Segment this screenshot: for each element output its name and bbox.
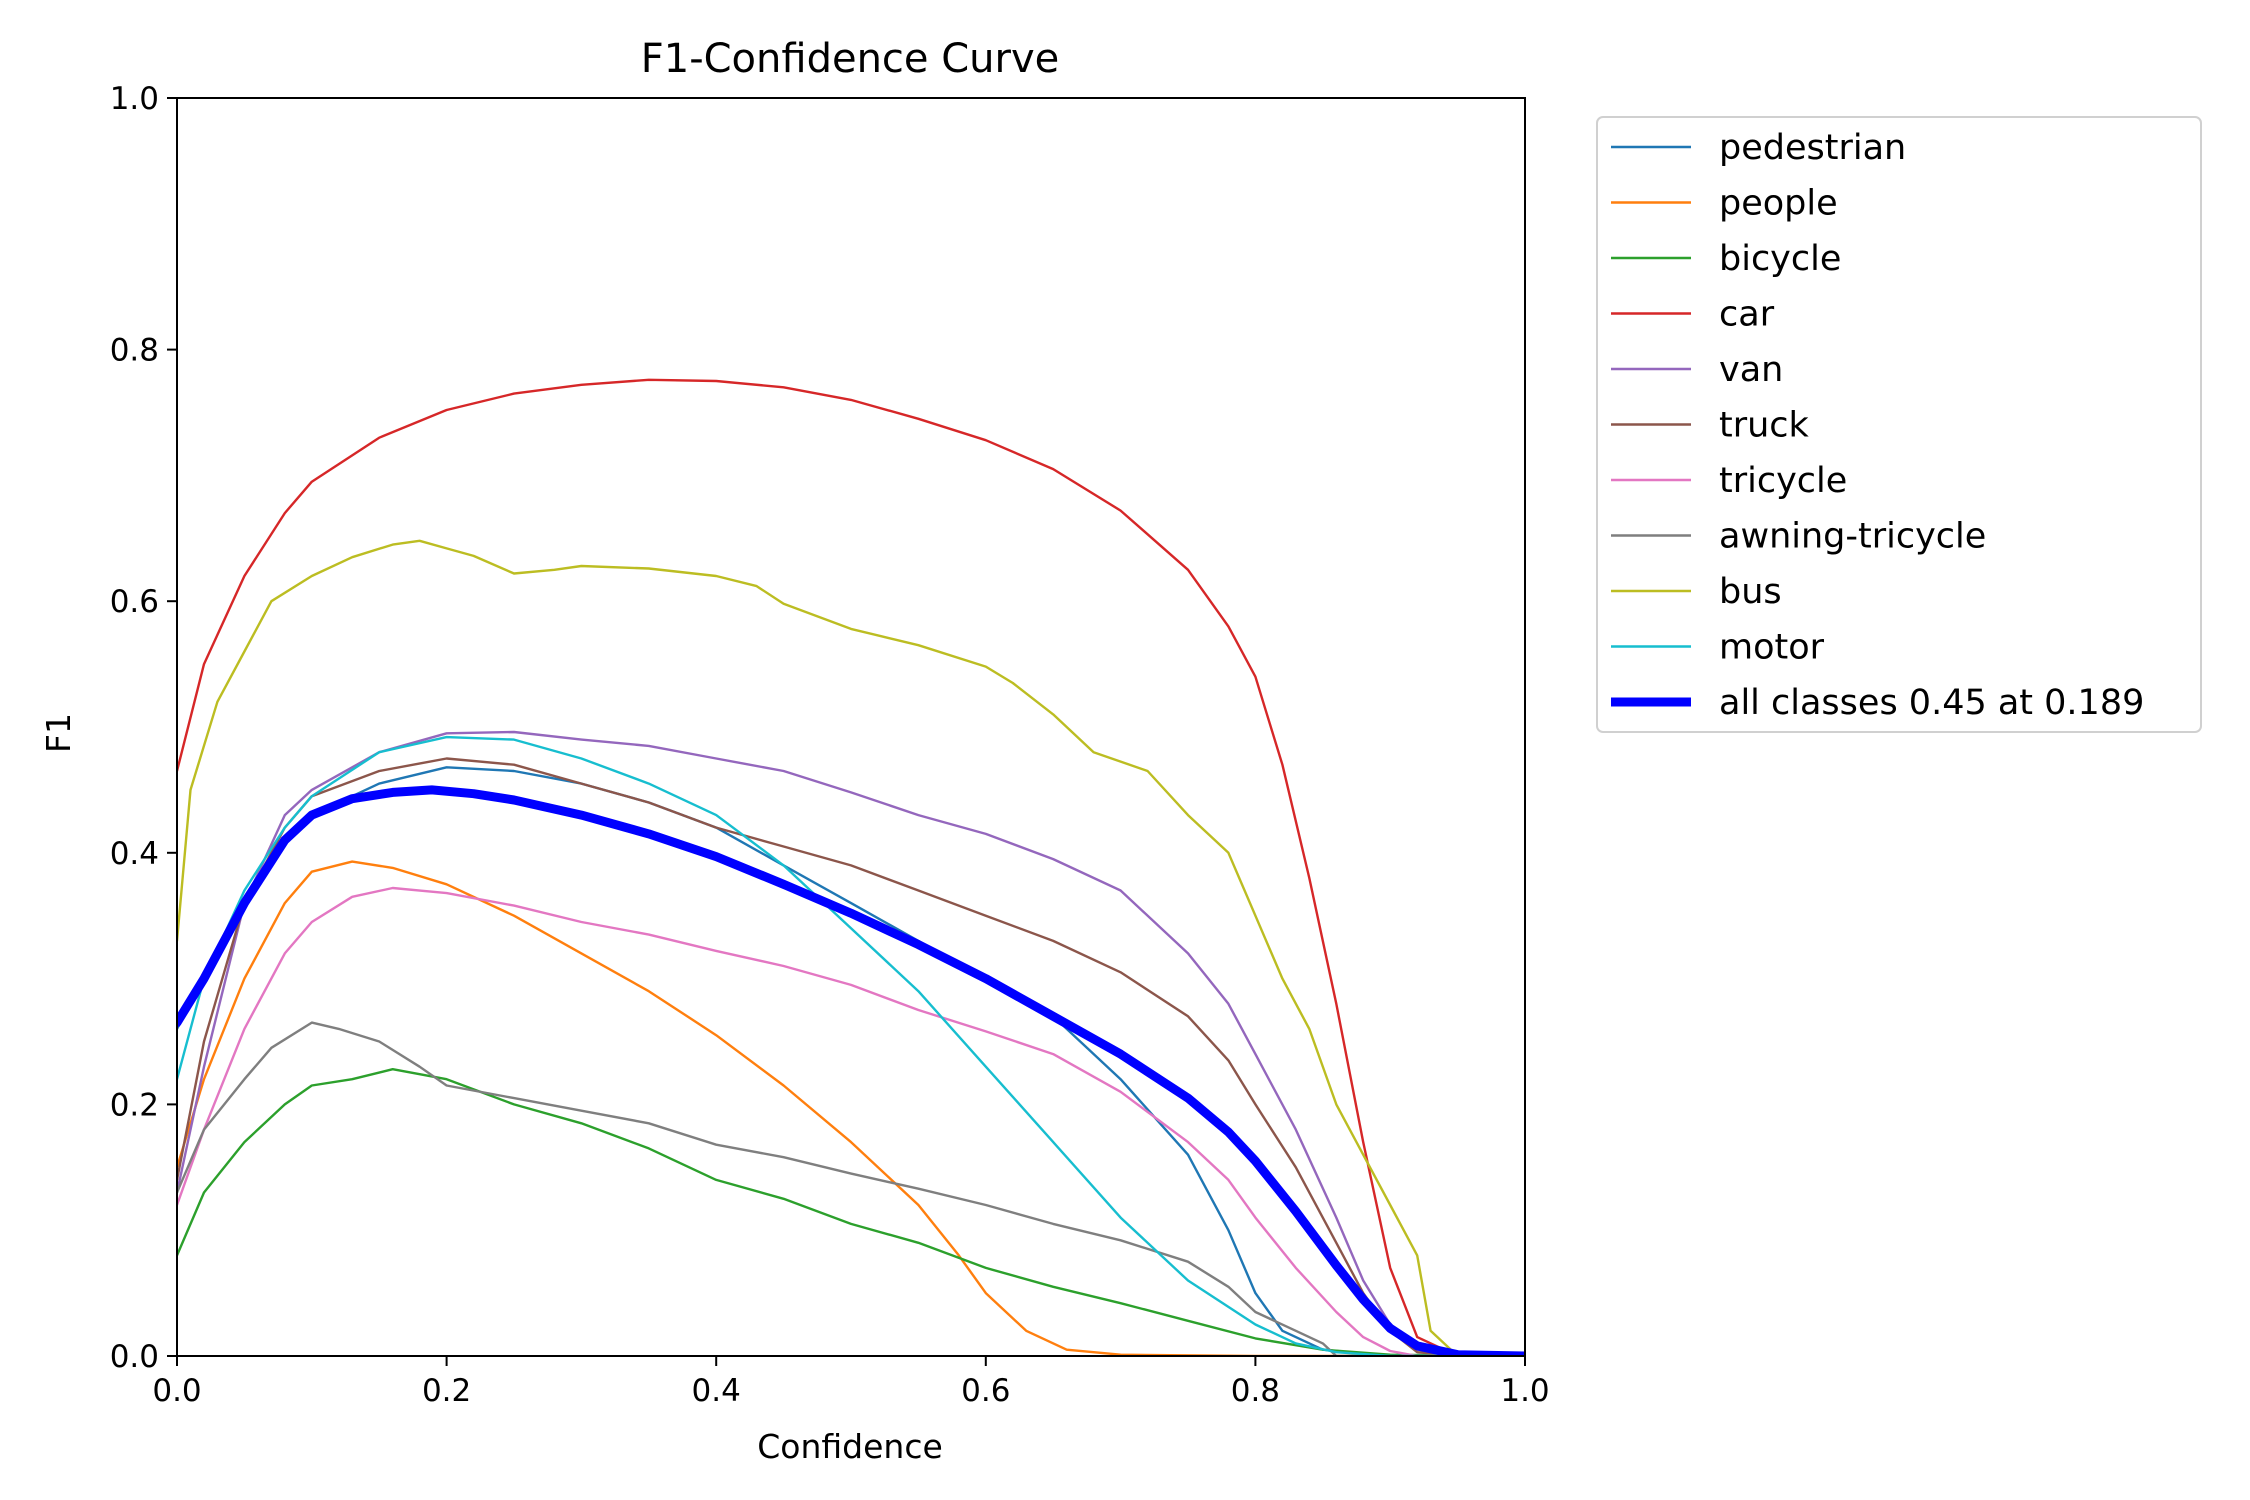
legend-label: bus — [1719, 572, 1782, 612]
legend-label: motor — [1719, 628, 1825, 668]
legend-label: bicycle — [1719, 239, 1841, 279]
series-line-bicycle — [177, 1068, 1525, 1356]
series-line-people — [177, 860, 1525, 1356]
x-tick-label: 0.6 — [961, 1373, 1010, 1409]
legend-label: all classes 0.45 at 0.189 — [1719, 683, 2144, 723]
chart-title: F1-Confidence Curve — [641, 36, 1060, 82]
x-tick-label: 0.0 — [152, 1373, 201, 1409]
y-tick-label: 0.2 — [110, 1087, 159, 1123]
legend-label: pedestrian — [1719, 128, 1906, 168]
y-axis-label: F1 — [39, 713, 78, 753]
legend-label: people — [1719, 184, 1838, 224]
x-tick-label: 0.8 — [1231, 1373, 1280, 1409]
series-line-bus — [177, 539, 1525, 1356]
series-line-all-classes-0-45-at-0-189 — [177, 785, 1525, 1356]
series-line-car — [177, 378, 1525, 1356]
legend: pedestrian people bicycle car van truck tricyc… — [1596, 116, 2202, 733]
legend-label: truck — [1719, 406, 1810, 446]
y-tick-label: 0.6 — [110, 584, 159, 620]
y-tick-label: 0.0 — [110, 1339, 159, 1375]
series-line-truck — [177, 757, 1525, 1356]
plot-frame — [176, 97, 1526, 1357]
y-tick-label: 0.4 — [110, 836, 159, 872]
series-line-van — [177, 730, 1525, 1356]
x-tick-label: 0.2 — [422, 1373, 471, 1409]
legend-label: tricycle — [1719, 461, 1847, 501]
ticks-layer: 0.0 0.2 0.4 0.6 0.8 1.0 0.0 0.2 0.4 0.6 0.8 1.0 — [110, 81, 1550, 1409]
series-line-tricycle — [177, 886, 1525, 1356]
legend-label: van — [1719, 350, 1783, 390]
series-line-motor — [177, 735, 1525, 1356]
series-line-awning-tricycle — [177, 1021, 1525, 1356]
x-axis-label: Confidence — [757, 1427, 943, 1466]
y-tick-label: 0.8 — [110, 333, 159, 369]
x-tick-label: 0.4 — [692, 1373, 741, 1409]
legend-label: awning-tricycle — [1719, 517, 1986, 557]
y-tick-label: 1.0 — [110, 81, 159, 117]
legend-box — [1596, 116, 2202, 733]
x-tick-label: 1.0 — [1500, 1373, 1549, 1409]
series-layer — [177, 378, 1525, 1356]
legend-label: car — [1719, 295, 1775, 335]
